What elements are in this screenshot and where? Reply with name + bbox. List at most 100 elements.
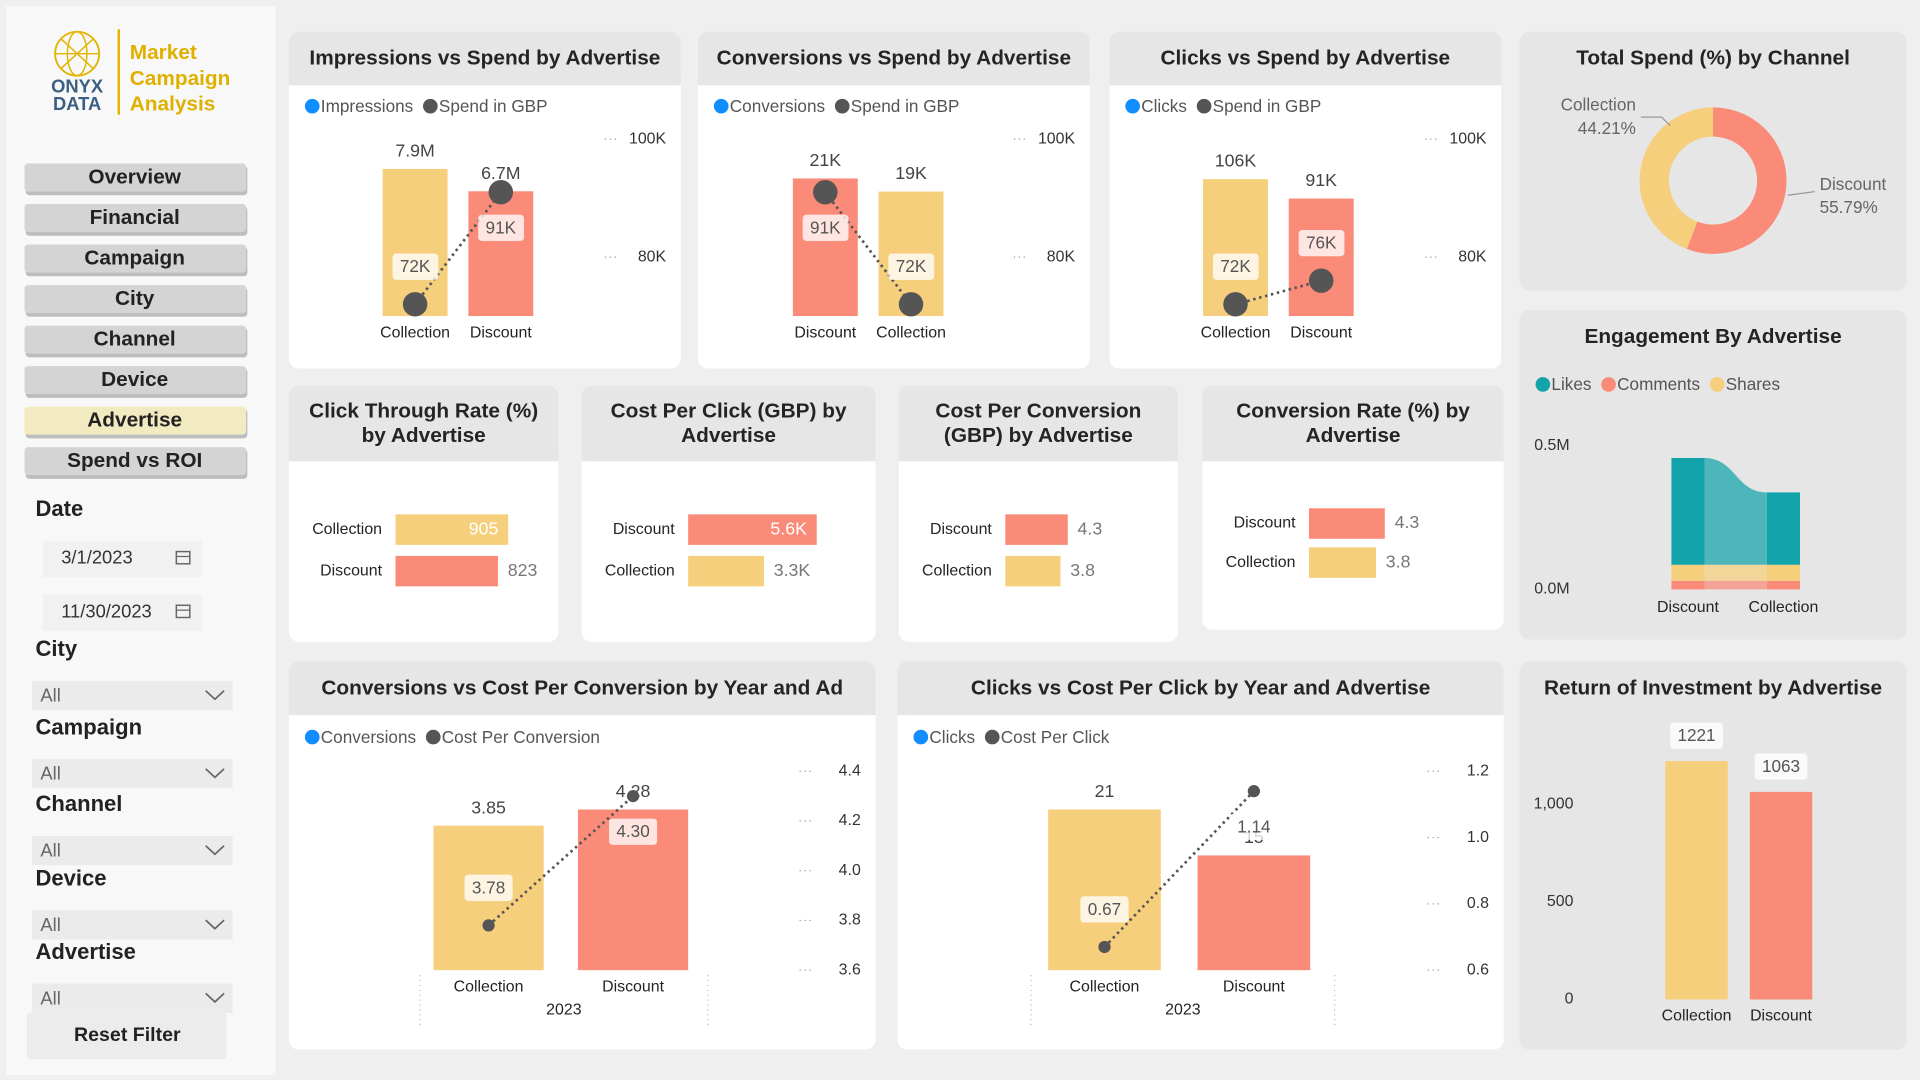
title-box: Clicks vs Spend by Advertise bbox=[1160, 46, 1450, 69]
filter-dropdown[interactable] bbox=[31, 835, 233, 866]
bar bbox=[1197, 855, 1311, 971]
nav-button[interactable] bbox=[24, 163, 247, 192]
calendar-icon bbox=[175, 550, 191, 565]
data-label: 3.78 bbox=[472, 878, 505, 897]
nav-button[interactable] bbox=[24, 204, 247, 233]
donut-slice bbox=[1639, 107, 1714, 250]
bar-value-label: 91K bbox=[1305, 170, 1337, 190]
date-input[interactable] bbox=[42, 540, 203, 578]
legend-marker bbox=[1709, 377, 1725, 392]
data-label-box bbox=[888, 253, 935, 280]
nav-button[interactable] bbox=[24, 406, 247, 435]
y-tick-label: Collection bbox=[922, 562, 992, 579]
data-label-box bbox=[1298, 229, 1345, 257]
data-label-box bbox=[1754, 753, 1808, 780]
nav-label[interactable]: City bbox=[115, 287, 155, 310]
bar bbox=[395, 514, 509, 545]
nav-label[interactable]: Campaign bbox=[84, 247, 185, 270]
reset-label[interactable]: Reset Filter bbox=[74, 1024, 181, 1046]
filter-label: Device bbox=[36, 866, 107, 891]
data-label-box bbox=[464, 874, 513, 901]
filter-dropdown[interactable] bbox=[31, 983, 233, 1013]
stacked-bar bbox=[1671, 457, 1705, 565]
stacked-bar bbox=[1766, 564, 1800, 581]
nav-label[interactable]: Channel bbox=[94, 328, 176, 351]
nav-button[interactable] bbox=[24, 285, 247, 314]
nav-button[interactable] bbox=[24, 244, 247, 273]
bar-value-label: 21 bbox=[1095, 781, 1115, 801]
date-input[interactable] bbox=[42, 594, 203, 631]
stacked-bar bbox=[1671, 580, 1705, 590]
y-tick-label: Discount bbox=[930, 521, 992, 538]
legend-marker bbox=[1196, 98, 1212, 114]
reset-button[interactable] bbox=[26, 1012, 227, 1060]
legend-marker bbox=[984, 729, 1000, 745]
data-label: 1.14 bbox=[1237, 817, 1271, 836]
y2-tick-label: 100K bbox=[629, 130, 667, 147]
legend-label: Cost Per Click bbox=[1001, 728, 1110, 747]
y2-tick-label: 100K bbox=[1449, 130, 1487, 147]
x-tick-label: Collection bbox=[1662, 1008, 1732, 1025]
bar bbox=[395, 555, 498, 587]
x-tick-label: Discount bbox=[1223, 978, 1285, 995]
y-tick-label: Discount bbox=[1234, 515, 1296, 532]
panel-header bbox=[288, 702, 876, 716]
title-box: Cost Per Conversion (GBP) by Advertise bbox=[935, 399, 1142, 447]
line bbox=[824, 191, 913, 306]
line-point bbox=[488, 180, 514, 205]
bar-value-label: 21K bbox=[810, 150, 842, 170]
filter-label: City bbox=[36, 636, 78, 661]
title-box: Click Through Rate (%) by Advertise bbox=[309, 399, 538, 447]
nav-button[interactable] bbox=[24, 366, 247, 395]
title-box: Engagement By Advertise bbox=[1584, 325, 1841, 348]
y2-tick-label: 0.6 bbox=[1467, 961, 1489, 978]
filter-dropdown[interactable] bbox=[31, 680, 233, 711]
legend-label: Comments bbox=[1617, 375, 1700, 394]
bar-value-label: 19K bbox=[895, 163, 927, 183]
panel-header bbox=[897, 661, 1504, 716]
ribbon bbox=[1704, 580, 1767, 590]
y-tick-label: Collection bbox=[605, 562, 675, 579]
slice-value: 44.21% bbox=[1578, 119, 1636, 138]
data-label: 0.67 bbox=[1088, 900, 1121, 919]
title-box: Total Spend (%) by Channel bbox=[1576, 46, 1850, 69]
filter-dropdown[interactable] bbox=[31, 759, 233, 789]
data-label: 72K bbox=[896, 257, 927, 276]
x-tick-label: Collection bbox=[1749, 599, 1819, 616]
data-label-box bbox=[478, 214, 524, 241]
bar bbox=[688, 514, 817, 545]
ribbon bbox=[1704, 457, 1767, 565]
bar-value-label: 3.8 bbox=[1070, 560, 1095, 580]
legend-marker bbox=[1535, 377, 1551, 392]
data-label-box bbox=[1670, 722, 1723, 749]
chart-title: Cost Per Conversion (GBP) by Advertise bbox=[935, 399, 1142, 447]
data-label-box bbox=[1080, 896, 1129, 923]
y2-tick-label: 3.8 bbox=[839, 912, 861, 929]
nav-label[interactable]: Advertise bbox=[87, 409, 182, 432]
filter-dropdown[interactable] bbox=[31, 910, 233, 940]
filter-label: Campaign bbox=[36, 714, 143, 739]
title-box: Conversion Rate (%) by Advertise bbox=[1236, 399, 1470, 447]
filter-value: All bbox=[40, 685, 60, 706]
filter-label: Advertise bbox=[36, 939, 136, 964]
y-tick-label: 0 bbox=[1565, 991, 1574, 1008]
legend-label: Spend in GBP bbox=[1213, 97, 1322, 116]
legend-marker bbox=[425, 729, 441, 745]
bar bbox=[1308, 547, 1376, 578]
nav-label[interactable]: Spend vs ROI bbox=[67, 449, 202, 472]
data-label: 76K bbox=[1306, 234, 1337, 253]
chart-title: Conversions vs Cost Per Conversion by Ye… bbox=[321, 676, 844, 700]
dropdown-chevron bbox=[205, 768, 225, 779]
nav-label[interactable]: Device bbox=[101, 368, 168, 391]
bar-value-label: 7.9M bbox=[395, 141, 434, 161]
nav-button[interactable] bbox=[24, 325, 247, 354]
panel-header bbox=[898, 385, 1178, 462]
nav-label[interactable]: Overview bbox=[88, 166, 181, 189]
nav-button[interactable] bbox=[24, 447, 247, 476]
x-group-label: 2023 bbox=[546, 1002, 582, 1019]
nav-label[interactable]: Financial bbox=[90, 206, 180, 229]
line-point bbox=[626, 790, 640, 803]
x-tick-label: Collection bbox=[876, 324, 946, 341]
date-label: Date bbox=[36, 496, 84, 521]
